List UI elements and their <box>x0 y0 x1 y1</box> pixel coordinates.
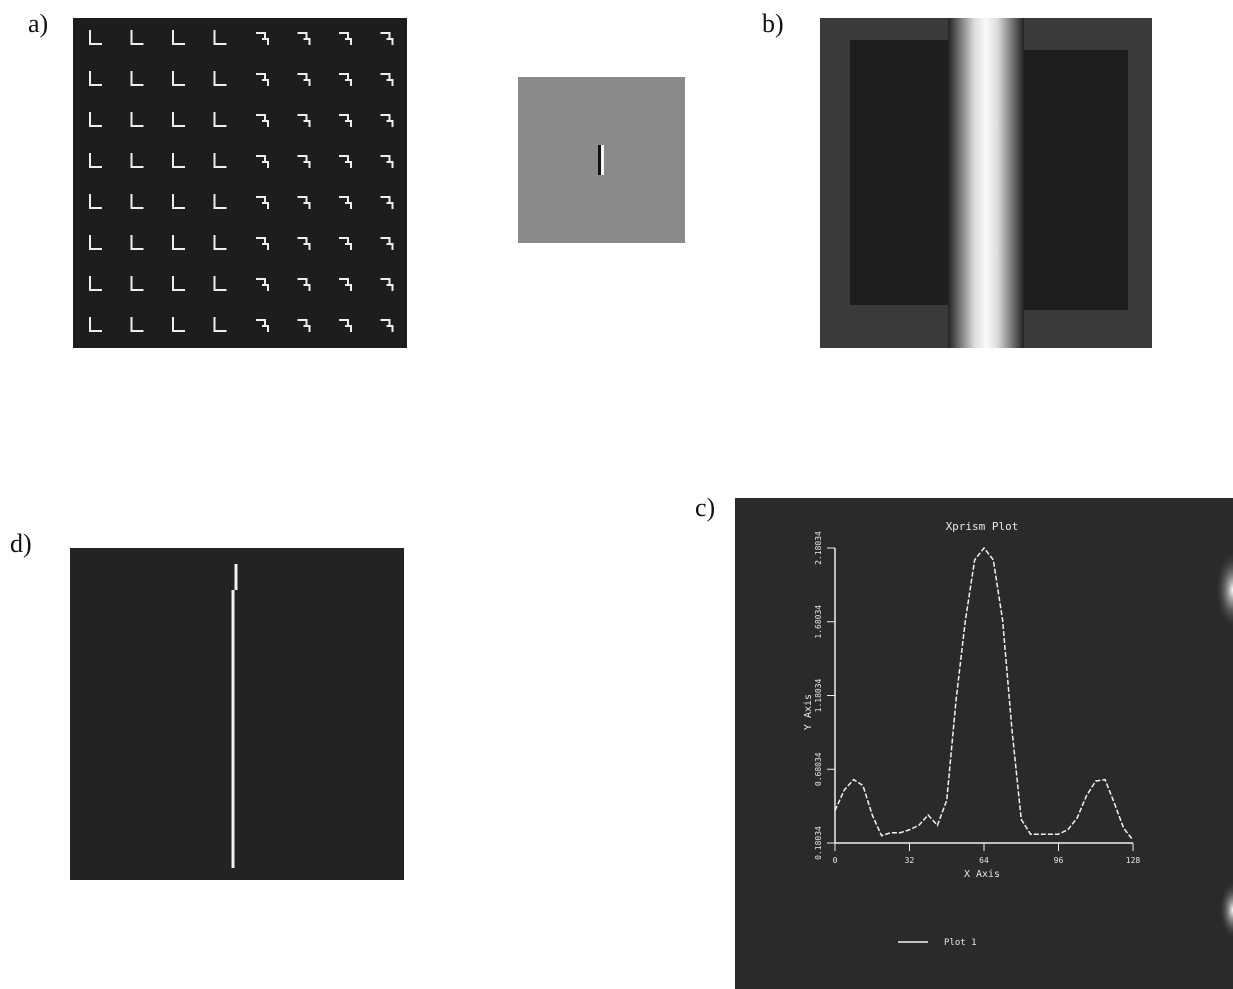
y-tick-label: 2.18034 <box>814 531 823 565</box>
panel-b-dark-right <box>1018 50 1128 310</box>
x-tick-label: 128 <box>1126 856 1141 865</box>
panel-a-image <box>73 18 407 348</box>
y-axis-label: Y Axis <box>803 694 814 730</box>
panel-b-band <box>948 18 1024 348</box>
panel-label: b) <box>762 9 784 38</box>
panel-label: d) <box>10 529 32 558</box>
y-tick-label: 0.18034 <box>814 826 823 860</box>
kernel-light <box>601 145 604 175</box>
x-tick-label: 64 <box>979 856 989 865</box>
panel-b-dark-left <box>850 40 960 305</box>
panel-c-screen <box>735 498 1233 989</box>
x-tick-label: 96 <box>1054 856 1064 865</box>
panel-d-image <box>70 548 404 880</box>
y-tick-label: 1.18034 <box>814 678 823 712</box>
figure: a) b) c) d) Xprism Plot X Axis Y Axis 0 3… <box>0 0 1233 989</box>
x-tick-label: 0 <box>833 856 838 865</box>
kernel-dark <box>598 145 601 175</box>
x-tick-label: 32 <box>905 856 915 865</box>
y-tick-label: 0.68034 <box>814 752 823 786</box>
y-tick-label: 1.68034 <box>814 605 823 639</box>
chart-title: Xprism Plot <box>946 520 1019 533</box>
panel-label: a) <box>28 9 48 38</box>
x-axis-label: X Axis <box>964 869 1000 880</box>
panel-label: c) <box>695 493 715 522</box>
legend-label: Plot 1 <box>944 938 977 948</box>
page: a) b) c) d) Xprism Plot X Axis Y Axis 0 3… <box>0 0 1233 989</box>
